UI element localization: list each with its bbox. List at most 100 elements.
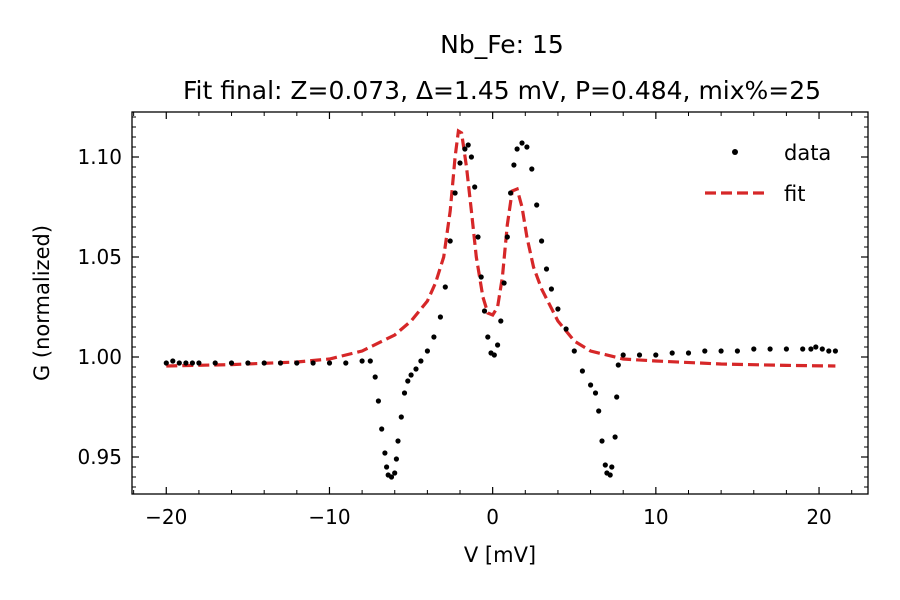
data-point [418,358,424,364]
data-point [514,146,520,152]
data-point [529,166,535,172]
data-point [413,366,419,372]
data-point [555,306,561,312]
data-point [800,346,806,352]
data-point [734,348,741,354]
data-point [808,346,814,352]
data-point [596,408,602,414]
x-tick-label: −10 [308,505,350,529]
data-point [424,348,430,354]
y-axis-label: G (normalized) [30,225,54,381]
data-point [294,360,300,366]
data-point [196,360,202,366]
data-point [462,146,468,152]
data-point [615,362,621,368]
data-point [465,142,471,148]
legend-fit-label: fit [784,182,805,206]
data-point [607,472,613,478]
data-point [612,434,618,440]
data-point [534,202,540,208]
data-point [588,382,594,388]
data-point [524,144,530,150]
data-point [539,238,545,244]
data-point [511,162,517,168]
data-point [472,184,478,190]
data-point [447,238,453,244]
legend-data-label: data [784,141,831,165]
data-point [163,360,169,366]
data-point [228,360,235,366]
chart-title-line1: Nb_Fe: 15 [440,30,564,59]
data-point [393,456,399,462]
data-point [452,190,458,196]
data-point [261,360,267,366]
data-point [669,350,675,356]
data-point [405,378,411,384]
data-point [245,360,251,366]
data-point [614,394,620,400]
data-point [783,346,790,352]
data-point [310,360,316,366]
data-point [367,358,373,364]
data-point [379,426,385,432]
data-point [579,368,586,374]
data-point [343,360,349,366]
data-point [401,390,408,396]
data-point [702,348,708,354]
data-point [832,348,839,354]
data-point [485,334,491,340]
data-point [468,154,474,160]
data-point [384,464,390,470]
data-point [636,352,643,358]
data-point [382,450,388,456]
data-point [819,346,825,352]
data-point [685,350,692,356]
data-point [504,234,510,240]
data-point [498,318,504,324]
plot-frame [131,111,869,495]
axis-ticks: −20 −10 0 10 20 0.95 1.00 1.05 1.10 [77,112,868,529]
y-tick-label: 1.05 [77,245,122,269]
data-point [620,352,626,358]
data-point [519,140,525,146]
data-point [408,372,414,378]
data-point [826,348,832,354]
data-point [431,334,437,340]
data-point [751,346,757,352]
data-point [813,344,819,350]
data-point [395,438,401,444]
x-tick-label: 0 [486,505,499,529]
data-point [392,470,398,476]
x-tick-label: −20 [145,505,187,529]
y-tick-label: 1.10 [77,145,122,169]
data-point [592,390,599,396]
data-point [183,360,189,366]
legend: data fit [705,141,831,206]
legend-data-marker [732,149,738,155]
data-point [375,398,381,404]
data-point [442,284,448,290]
data-point [718,348,724,354]
x-axis-label: V [mV] [464,543,536,567]
y-tick-label: 0.95 [77,445,122,469]
data-point [599,438,605,444]
data-point [571,348,577,354]
data-point [495,342,501,348]
data-point [481,308,488,314]
data-point [457,160,463,166]
data-point [543,266,550,272]
data-point [548,286,555,292]
y-tick-label: 1.00 [77,345,122,369]
data-point [176,360,182,366]
plot-area [163,128,839,480]
fit-line [166,128,836,368]
data-point [491,352,497,358]
data-point [602,462,608,468]
data-point [189,360,195,366]
data-point [170,358,176,364]
data-point [359,358,365,364]
data-point [475,234,481,240]
x-tick-label: 20 [806,505,831,529]
